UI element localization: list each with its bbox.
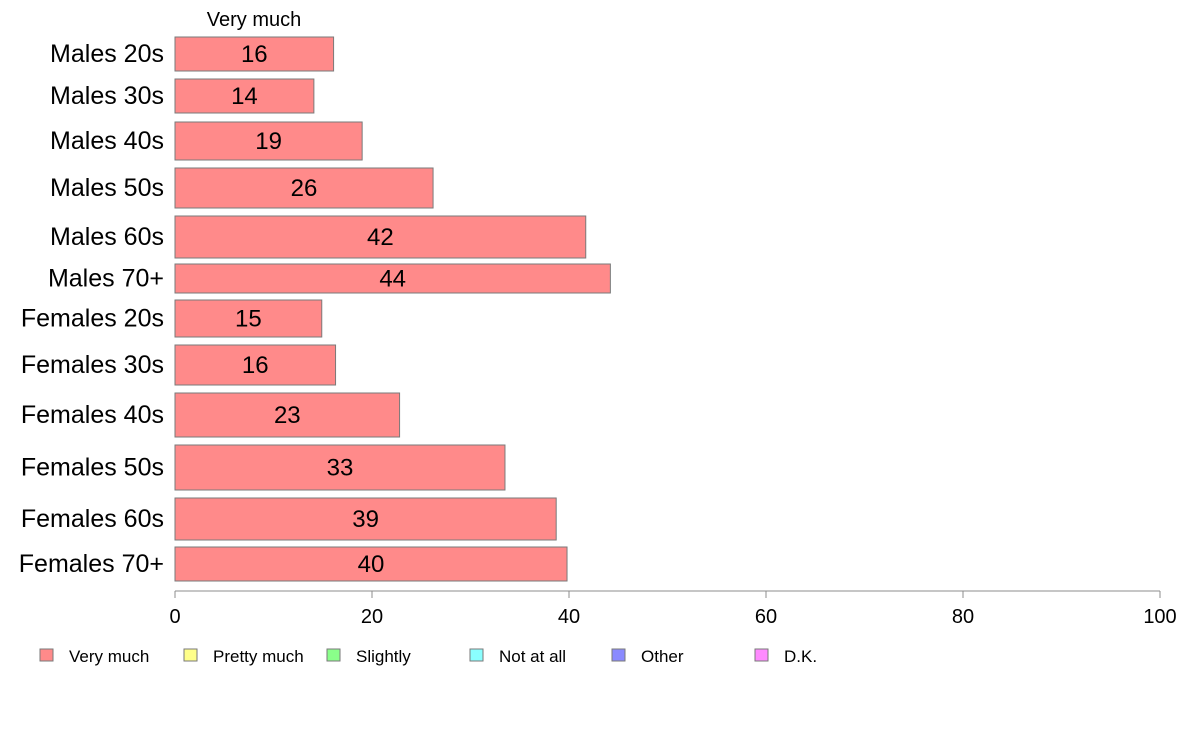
legend-swatch-other bbox=[611, 648, 626, 662]
bar-males-60s-very-much bbox=[174, 215, 587, 259]
legend-label-very-much: Very much bbox=[69, 647, 149, 666]
data-label-females-70: 40 bbox=[358, 551, 385, 578]
data-label-females-50s: 33 bbox=[327, 455, 354, 482]
legend-swatch-d-k bbox=[754, 648, 769, 662]
x-tick-label: 20 bbox=[361, 606, 383, 628]
category-label-males-70: Males 70+ bbox=[48, 265, 164, 293]
category-label-females-20s: Females 20s bbox=[21, 305, 164, 333]
legend: Very much Pretty much Slightly Not at all Ot… bbox=[39, 647, 817, 666]
category-label-females-70: Females 70+ bbox=[19, 550, 164, 578]
bar-males-70-very-much bbox=[174, 263, 611, 294]
legend-swatch-slightly bbox=[326, 648, 341, 662]
data-label-males-70: 44 bbox=[379, 266, 406, 293]
data-label-males-30s: 14 bbox=[231, 83, 258, 110]
bar-females-50s-very-much bbox=[174, 444, 506, 491]
x-axis: 0 20 40 60 80 100 bbox=[169, 590, 1177, 628]
x-tick-label: 100 bbox=[1143, 606, 1176, 628]
category-label-females-40s: Females 40s bbox=[21, 401, 164, 429]
x-tick-label: 60 bbox=[755, 606, 777, 628]
legend-label-slightly: Slightly bbox=[356, 647, 411, 666]
bar-males-30s-very-much bbox=[174, 78, 315, 114]
category-label-females-50s: Females 50s bbox=[21, 454, 164, 482]
legend-label-not-at-all: Not at all bbox=[499, 647, 566, 666]
data-label-males-50s: 26 bbox=[291, 175, 318, 202]
data-label-females-40s: 23 bbox=[274, 402, 301, 429]
legend-swatch-pretty-much bbox=[183, 648, 198, 662]
legend-label-other: Other bbox=[641, 647, 684, 666]
category-label-males-60s: Males 60s bbox=[50, 223, 164, 251]
data-label-males-60s: 42 bbox=[367, 224, 394, 251]
category-label-females-60s: Females 60s bbox=[21, 505, 164, 533]
data-label-males-40s: 19 bbox=[255, 128, 282, 155]
bar-females-30s-very-much bbox=[174, 344, 337, 386]
category-label-males-40s: Males 40s bbox=[50, 127, 164, 155]
category-label-males-20s: Males 20s bbox=[50, 40, 164, 68]
legend-label-pretty-much: Pretty much bbox=[213, 647, 304, 666]
data-label-males-20s: 16 bbox=[241, 41, 268, 68]
bar-females-20s-very-much bbox=[174, 299, 323, 338]
bar-females-70-very-much bbox=[174, 546, 568, 582]
legend-swatch-not-at-all bbox=[469, 648, 484, 662]
bar-females-60s-very-much bbox=[174, 497, 557, 541]
bars-group: Males 20s 16 Males 30s 14 Males 40s 19 Males 5… bbox=[19, 36, 611, 582]
category-label-males-30s: Males 30s bbox=[50, 82, 164, 110]
data-label-females-30s: 16 bbox=[242, 352, 269, 379]
x-tick-label: 40 bbox=[558, 606, 580, 628]
category-label-males-50s: Males 50s bbox=[50, 174, 164, 202]
data-label-females-20s: 15 bbox=[235, 306, 262, 333]
legend-swatch-very-much bbox=[39, 648, 54, 662]
bar-males-40s-very-much bbox=[174, 121, 363, 161]
bar-males-20s-very-much bbox=[174, 36, 335, 72]
legend-label-d-k: D.K. bbox=[784, 647, 817, 666]
data-label-females-60s: 39 bbox=[352, 506, 379, 533]
bar-males-50s-very-much bbox=[174, 167, 434, 209]
series-header: Very much bbox=[207, 9, 301, 31]
x-tick-label: 80 bbox=[952, 606, 974, 628]
x-tick-label: 0 bbox=[169, 606, 180, 628]
bar-females-40s-very-much bbox=[174, 392, 401, 438]
category-label-females-30s: Females 30s bbox=[21, 351, 164, 379]
